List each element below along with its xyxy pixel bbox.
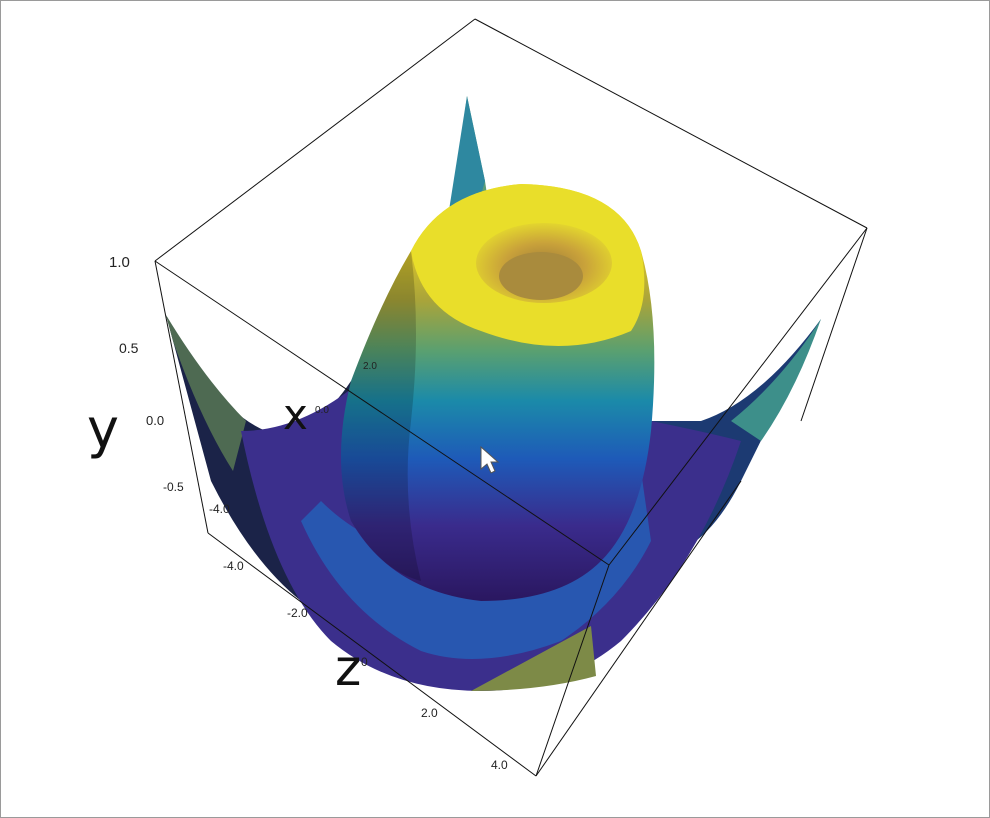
axis-label-x: x (283, 390, 308, 439)
z-tick-label: 4.0 (491, 758, 508, 772)
surface-mesh (166, 96, 821, 691)
y-tick-label: 1.0 (109, 254, 130, 271)
axis-box-back (154, 18, 868, 534)
z-tick-label: -4.0 (209, 502, 230, 516)
y-tick-label: 0.0 (146, 413, 164, 428)
axis-box-front (154, 227, 868, 777)
y-tick-label: -0.5 (163, 480, 184, 494)
mouse-cursor-icon (480, 445, 500, 474)
x-tick-label: 2.0 (363, 361, 377, 372)
y-tick-label: 0.5 (119, 340, 139, 356)
z-tick-label: -2.0 (287, 606, 308, 620)
z-tick-label: 0 (361, 655, 368, 669)
axis-label-y: y (87, 397, 119, 460)
z-tick-label: 2.0 (421, 706, 438, 720)
z-tick-label: -4.0 (223, 559, 244, 573)
axis-label-z: z (335, 639, 361, 697)
x-tick-label: 0.0 (315, 405, 329, 416)
